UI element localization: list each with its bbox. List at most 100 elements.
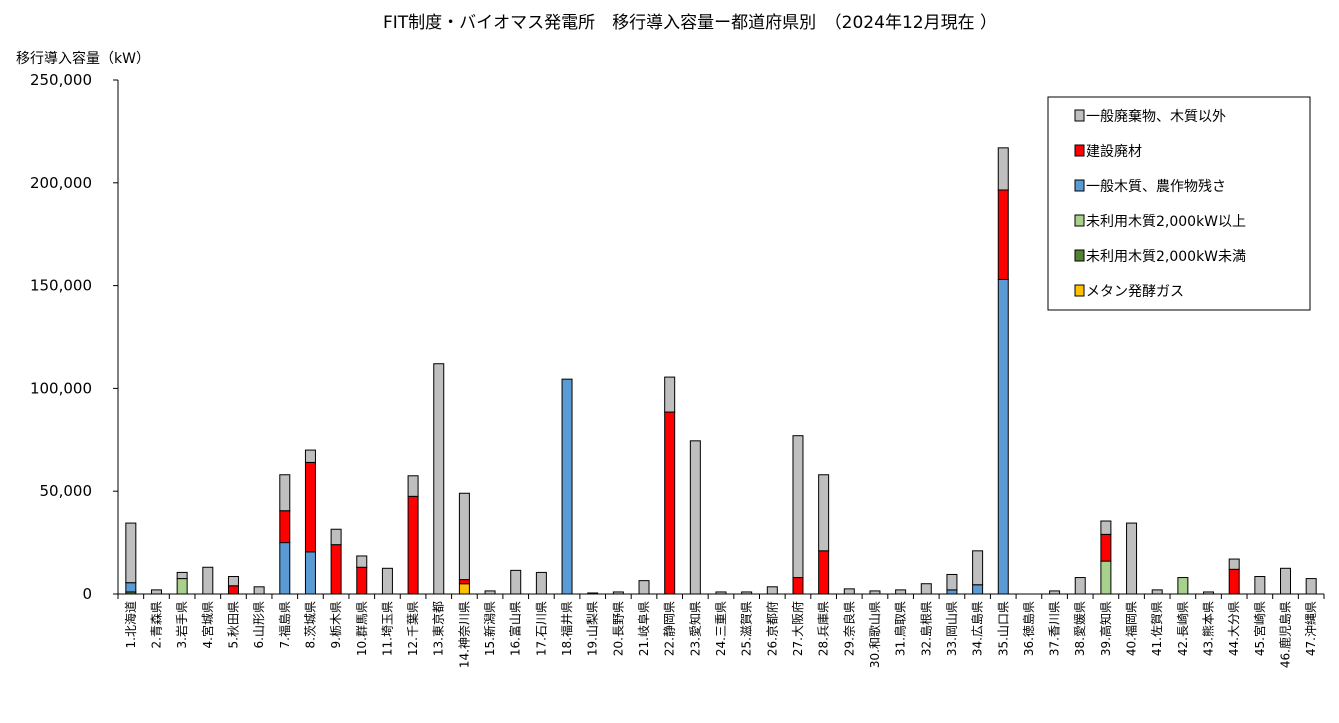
bar-segment [227, 585, 239, 595]
bar-segment [1074, 577, 1086, 595]
bar-segment [1100, 560, 1112, 595]
x-tick-label: 21.岐阜県 [637, 601, 651, 656]
x-tick-label: 45.宮崎県 [1252, 601, 1267, 656]
bar-segment [895, 589, 907, 595]
bar-segment [304, 449, 316, 463]
x-axis: 1.北海道 2.青森県 3.岩手県 4.宮城県 5.秋田県 6.山形県 7.福島県 8.茨城県… [117, 593, 1325, 668]
x-tick-label: 3.岩手県 [174, 601, 189, 648]
bar-segment [1100, 520, 1112, 535]
y-tick-label: 150,000 [30, 277, 92, 295]
x-tick-label: 32.島根県 [918, 601, 933, 656]
bar-segment [356, 566, 368, 595]
y-tick-label: 200,000 [30, 174, 92, 192]
legend-swatch [1074, 144, 1085, 157]
bar-segment [356, 555, 368, 568]
bar-segment [946, 573, 958, 591]
bar-segment [304, 461, 316, 553]
x-tick-label: 24.三重県 [714, 601, 728, 656]
bar-segment [792, 435, 804, 579]
bar-segment [818, 550, 830, 595]
bar-segment [304, 551, 316, 595]
bar-segment [176, 571, 188, 580]
bar-segment [1151, 589, 1163, 595]
bar-segment [202, 566, 214, 595]
x-tick-label: 31.鳥取県 [893, 601, 908, 656]
x-tick-label: 15.新潟県 [482, 601, 497, 656]
legend-swatch [1074, 214, 1085, 227]
x-tick-label: 33.岡山県 [945, 601, 959, 656]
x-tick-label: 40.福岡県 [1124, 601, 1139, 656]
bar-segment [458, 583, 470, 595]
x-tick-label: 43.熊本県 [1201, 601, 1216, 656]
bar-segment [227, 576, 239, 587]
bar-segment [972, 550, 984, 586]
bar-segment [689, 440, 701, 595]
x-tick-label: 26.京都府 [764, 601, 779, 656]
x-tick-label: 8.茨城県 [303, 601, 317, 648]
bar-segment [1305, 578, 1317, 595]
x-tick-label: 14.神奈川県 [457, 601, 471, 668]
bar-segment [510, 569, 522, 595]
legend-label: 未利用木質2,000kW未満 [1086, 249, 1246, 265]
x-tick-label: 25.滋賀県 [740, 601, 754, 656]
bar-segment [330, 528, 342, 546]
x-tick-label: 4.宮城県 [200, 601, 215, 648]
bar-segment [279, 510, 291, 544]
bar-segment [766, 586, 778, 595]
bar-segment [561, 378, 573, 595]
x-tick-label: 2.青森県 [148, 601, 163, 648]
bar-segment [279, 542, 291, 595]
x-tick-label: 46.鹿児島県 [1278, 601, 1293, 668]
x-tick-label: 17.石川県 [534, 601, 548, 656]
x-tick-label: 37.香川県 [1048, 601, 1062, 656]
bar-segment [997, 189, 1009, 280]
x-tick-label: 7.福島県 [277, 601, 292, 648]
bar-segment [279, 474, 291, 512]
x-tick-label: 36.徳島県 [1021, 601, 1036, 656]
bar-segment [253, 586, 265, 595]
bar-segment [407, 495, 419, 595]
bar-segment [125, 522, 137, 584]
bar-segment [1100, 533, 1112, 562]
bar-segment [1177, 577, 1189, 595]
x-tick-label: 19.山梨県 [586, 601, 600, 656]
x-tick-label: 13.東京都 [432, 601, 446, 656]
bar-segment [458, 579, 470, 585]
x-tick-label: 35.山口県 [996, 601, 1010, 656]
x-tick-label: 1.北海道 [123, 601, 138, 648]
x-tick-label: 20.長野県 [611, 601, 625, 656]
x-tick-label: 39.高知県 [1098, 601, 1113, 656]
x-tick-label: 38.愛媛県 [1073, 601, 1087, 656]
x-tick-label: 5.秋田県 [226, 601, 240, 648]
bar-segment [381, 567, 393, 595]
bar-segment [997, 147, 1009, 191]
bar-segment [818, 474, 830, 552]
x-tick-label: 30.和歌山県 [867, 601, 882, 668]
y-tick-label: 0 [82, 585, 92, 603]
legend-swatch [1074, 284, 1085, 297]
bar-segment [638, 580, 650, 595]
y-axis-label: 移行導入容量（kW） [16, 50, 150, 67]
chart-title: FIT制度・バイオマス発電所 移行導入容量ー都道府県別 （2024年12月現在 … [383, 13, 997, 33]
x-tick-label: 44.大分県 [1227, 601, 1241, 656]
bar-segment [946, 589, 958, 595]
x-tick-label: 16.富山県 [508, 601, 523, 656]
x-tick-label: 12.千葉県 [406, 601, 420, 656]
y-tick-label: 250,000 [30, 71, 92, 89]
bar-segment [972, 584, 984, 595]
x-tick-label: 11.埼玉県 [380, 601, 394, 656]
x-tick-label: 42.長崎県 [1176, 601, 1190, 656]
bar-segment [125, 582, 137, 593]
x-tick-label: 6.山形県 [252, 601, 266, 648]
legend-label: 未利用木質2,000kW以上 [1086, 214, 1246, 230]
bar-segment [792, 577, 804, 595]
bar-segment [997, 278, 1009, 595]
bar-segment [176, 578, 188, 595]
y-tick-label: 100,000 [30, 379, 92, 397]
bar-segment [920, 583, 932, 595]
x-tick-label: 28.兵庫県 [817, 601, 831, 656]
bar-segment [330, 544, 342, 595]
bar-segment [1280, 567, 1292, 595]
bar-segment [664, 411, 676, 595]
